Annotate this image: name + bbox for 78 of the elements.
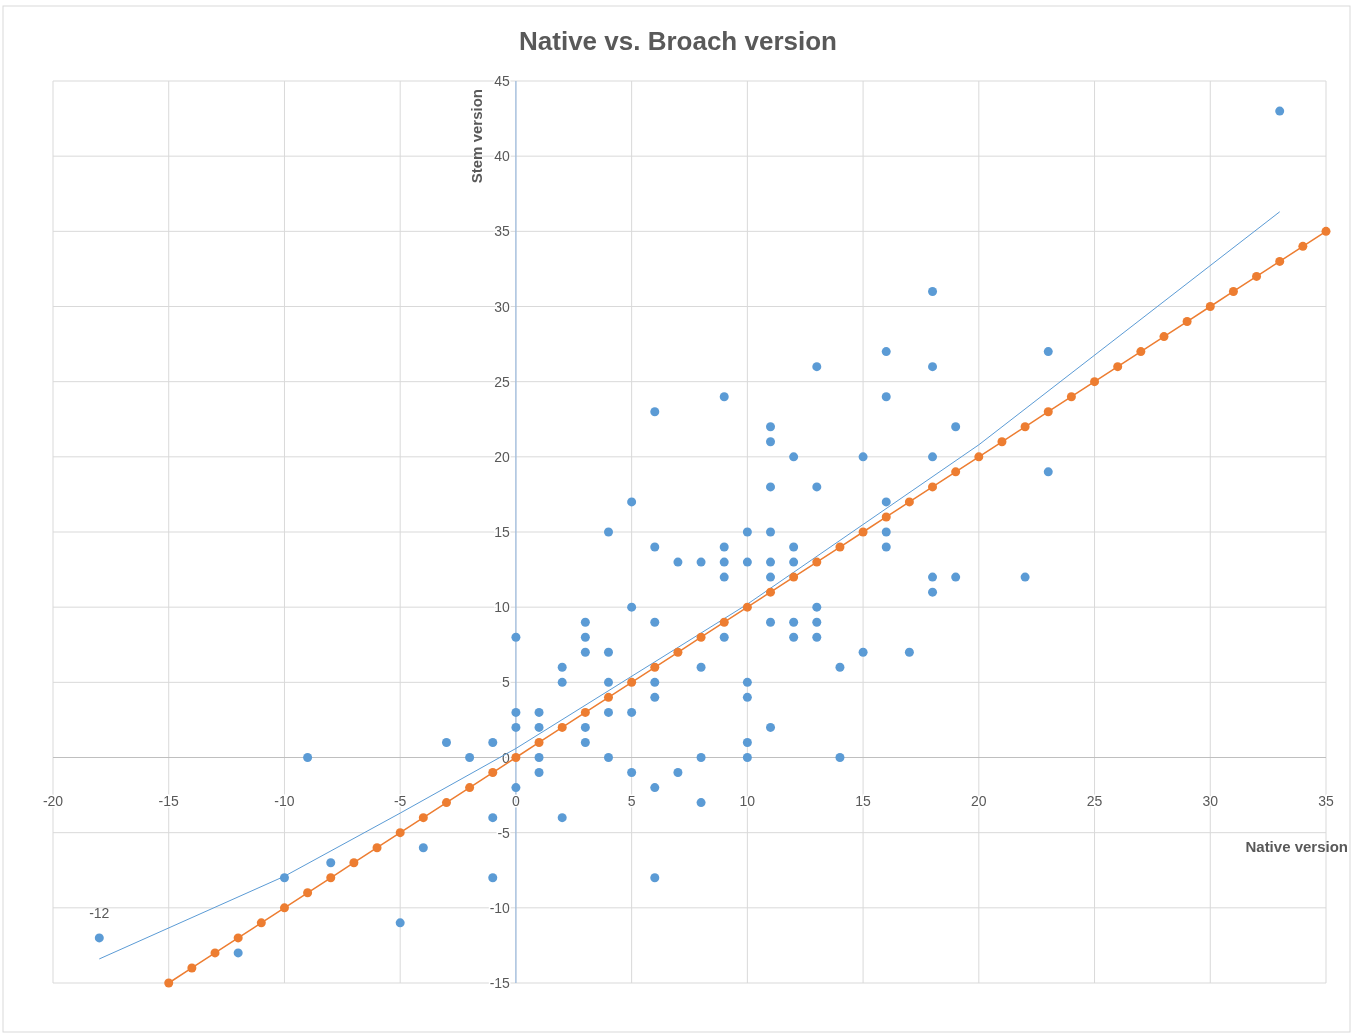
- point: [279, 903, 289, 913]
- x-tick-label: -10: [274, 792, 295, 809]
- point: [511, 753, 521, 762]
- point: [164, 978, 174, 988]
- point: [1113, 362, 1123, 372]
- point: [1090, 377, 1100, 387]
- point: [673, 647, 683, 657]
- y-tick-label: 15: [494, 524, 511, 540]
- point: [766, 587, 776, 597]
- point: [1043, 407, 1053, 417]
- point: [580, 707, 590, 717]
- point: [719, 617, 729, 627]
- y-tick-label: -10: [489, 899, 511, 916]
- point: [418, 813, 428, 823]
- point: [696, 632, 706, 642]
- x-tick-label: -20: [42, 792, 64, 809]
- point: [1182, 317, 1192, 327]
- y-tick-label: 10: [494, 599, 511, 616]
- y-tick-label: -5: [497, 824, 511, 841]
- point: [441, 798, 451, 808]
- x-tick-label: 5: [627, 792, 636, 809]
- point: [465, 783, 475, 793]
- point: [603, 692, 613, 702]
- point: [650, 662, 660, 672]
- point: [326, 873, 336, 883]
- y-tick-label: 25: [494, 373, 511, 390]
- y-axis-title: Stem version: [467, 89, 485, 184]
- point: [974, 452, 984, 462]
- point: [534, 737, 544, 747]
- x-tick-label: -15: [158, 792, 180, 809]
- y-tick-label: 45: [494, 73, 511, 89]
- point: [187, 963, 197, 973]
- y-tick-label: 5: [502, 674, 511, 691]
- point: [1321, 226, 1331, 236]
- point: [557, 722, 567, 732]
- point: [997, 437, 1007, 447]
- point: [1228, 286, 1238, 296]
- y-tick-label: 40: [494, 148, 511, 165]
- point: [1159, 332, 1169, 342]
- point: [951, 467, 961, 477]
- point: [256, 918, 266, 928]
- point: [881, 512, 891, 522]
- annotation: -12: [89, 904, 110, 921]
- point: [233, 933, 243, 943]
- x-tick-label: 35: [1318, 792, 1334, 809]
- point: [303, 888, 313, 898]
- y-tick-label: -15: [489, 975, 511, 991]
- point: [1275, 256, 1285, 266]
- point: [1298, 241, 1308, 251]
- point: [835, 542, 845, 552]
- x-tick-label: 10: [739, 792, 756, 809]
- point: [488, 768, 498, 778]
- point: [742, 602, 752, 612]
- point: [789, 572, 799, 582]
- point: [372, 843, 382, 853]
- point: [210, 948, 220, 958]
- point: [1205, 302, 1215, 311]
- chart-title: Native vs. Broach version: [519, 26, 837, 56]
- point: [627, 677, 637, 687]
- point: [928, 482, 938, 492]
- x-tick-label: 25: [1086, 792, 1103, 809]
- y-tick-label: 35: [494, 223, 511, 240]
- x-tick-label: 30: [1202, 792, 1219, 809]
- x-tick-label: 15: [855, 792, 872, 809]
- y-tick-label: 30: [494, 298, 511, 315]
- point: [1136, 347, 1146, 357]
- point: [395, 828, 405, 838]
- point: [349, 858, 359, 868]
- point: [1252, 271, 1262, 281]
- point: [904, 497, 914, 507]
- point: [1066, 392, 1076, 402]
- x-tick-label: -5: [393, 792, 407, 809]
- x-tick-label: 20: [971, 792, 987, 809]
- point: [1020, 422, 1030, 432]
- x-axis-title: Native version: [1245, 837, 1348, 855]
- point: [812, 557, 822, 567]
- point: [858, 527, 868, 537]
- y-tick-label: 20: [494, 448, 511, 465]
